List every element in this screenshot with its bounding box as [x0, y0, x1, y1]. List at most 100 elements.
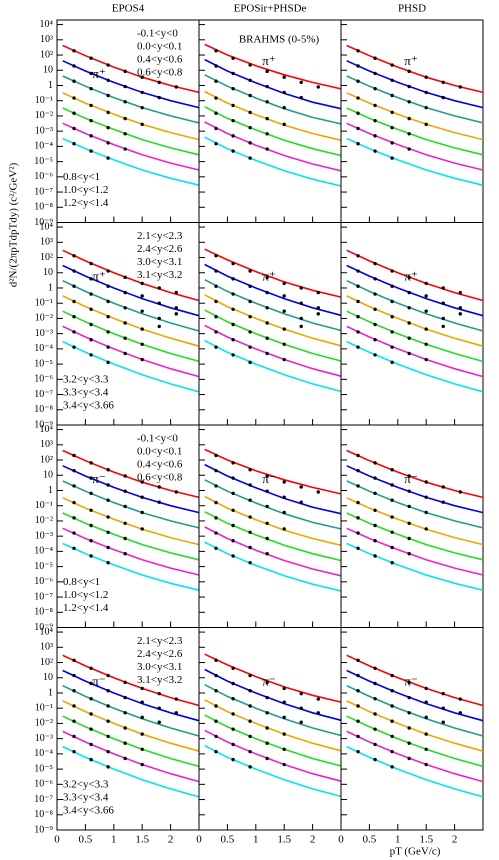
- data-point: [89, 757, 93, 762]
- data-point: [373, 523, 377, 528]
- data-point: [72, 658, 76, 663]
- data-point: [356, 516, 360, 520]
- data-point: [140, 700, 144, 704]
- data-point: [248, 125, 252, 130]
- data-point: [89, 292, 93, 296]
- panel-frame: [340, 627, 484, 831]
- data-point: [390, 689, 394, 693]
- data-point: [407, 336, 411, 340]
- data-point: [441, 720, 445, 724]
- data-point: [373, 666, 377, 670]
- data-point: [356, 546, 360, 550]
- data-point: [140, 686, 144, 691]
- data-point: [106, 141, 110, 145]
- data-point: [390, 498, 394, 502]
- data-point: [373, 461, 377, 465]
- y-tick-label: 10⁻⁸: [34, 607, 53, 618]
- model-curve: [62, 684, 200, 737]
- data-point: [123, 756, 127, 761]
- data-point: [356, 96, 360, 100]
- y-tick-label: 10²: [40, 252, 53, 263]
- data-point: [106, 704, 110, 708]
- data-point: [390, 110, 394, 115]
- y-tick-label: 10²: [40, 657, 53, 668]
- legend-label: 2.1<y<2.3: [137, 635, 183, 647]
- data-point: [248, 269, 252, 273]
- y-tick-label: 10⁻¹: [35, 95, 53, 106]
- data-point: [373, 322, 377, 327]
- model-curve: [346, 527, 484, 576]
- particle-label: π⁻: [262, 673, 275, 688]
- data-point: [106, 765, 110, 769]
- y-tick-label: 10⁻⁶: [34, 779, 53, 790]
- y-tick-label: 10⁴: [40, 626, 54, 637]
- data-point: [174, 490, 178, 494]
- data-point: [248, 63, 252, 67]
- data-point: [214, 719, 218, 723]
- legend-label: 3.2<y<3.3: [63, 374, 109, 386]
- model-curve: [204, 136, 342, 187]
- data-point: [123, 100, 127, 104]
- data-point: [265, 275, 269, 280]
- model-curve: [204, 495, 342, 547]
- data-point: [214, 546, 218, 550]
- data-point: [123, 726, 127, 730]
- data-point: [390, 63, 394, 67]
- data-point: [407, 741, 411, 745]
- data-point: [214, 658, 218, 663]
- data-point: [72, 484, 76, 488]
- data-point: [157, 80, 161, 85]
- data-point: [140, 90, 144, 95]
- data-point: [390, 673, 394, 678]
- data-point: [299, 324, 303, 329]
- model-curve: [204, 479, 342, 530]
- legend-label: 3.2<y<3.3: [63, 779, 109, 791]
- model-curve: [204, 339, 342, 393]
- data-point: [390, 78, 394, 82]
- data-point: [282, 700, 286, 704]
- legend-label: -0.1<y<0: [137, 28, 178, 40]
- data-point: [214, 96, 218, 100]
- data-point: [265, 756, 269, 761]
- model-curve: [62, 279, 200, 332]
- legend-label: 0.8<y<1: [63, 576, 100, 588]
- data-point: [231, 149, 235, 153]
- model-curve: [62, 137, 200, 186]
- data-point: [72, 299, 76, 304]
- data-point: [424, 715, 428, 720]
- data-point: [72, 719, 76, 723]
- data-point: [72, 546, 76, 550]
- data-point: [214, 453, 218, 458]
- data-point: [356, 254, 360, 258]
- data-point: [458, 490, 462, 494]
- data-point: [373, 71, 377, 76]
- y-tick-label: 10⁻³: [35, 328, 53, 339]
- data-point: [356, 111, 360, 115]
- data-point: [174, 697, 178, 701]
- data-point: [140, 495, 144, 499]
- data-point: [231, 476, 235, 480]
- data-point: [424, 90, 428, 95]
- y-tick-label: 1: [48, 485, 53, 496]
- data-point: [424, 75, 428, 79]
- data-point: [140, 747, 144, 751]
- data-point: [106, 530, 110, 534]
- model-curve: [204, 90, 342, 142]
- data-point: [123, 351, 127, 356]
- data-point: [390, 719, 394, 723]
- data-point: [248, 78, 252, 82]
- data-point: [214, 330, 218, 334]
- data-point: [106, 673, 110, 678]
- legend-label: 0.0<y<0.1: [137, 41, 182, 53]
- x-tick-label: 1: [253, 834, 259, 846]
- data-point: [106, 63, 110, 67]
- model-curve: [204, 714, 342, 767]
- data-point: [89, 554, 93, 558]
- data-point: [299, 95, 303, 100]
- data-point: [214, 284, 218, 288]
- data-point: [373, 508, 377, 512]
- model-curve: [62, 715, 200, 768]
- data-point: [214, 500, 218, 505]
- data-point: [123, 290, 127, 295]
- data-point: [89, 307, 93, 311]
